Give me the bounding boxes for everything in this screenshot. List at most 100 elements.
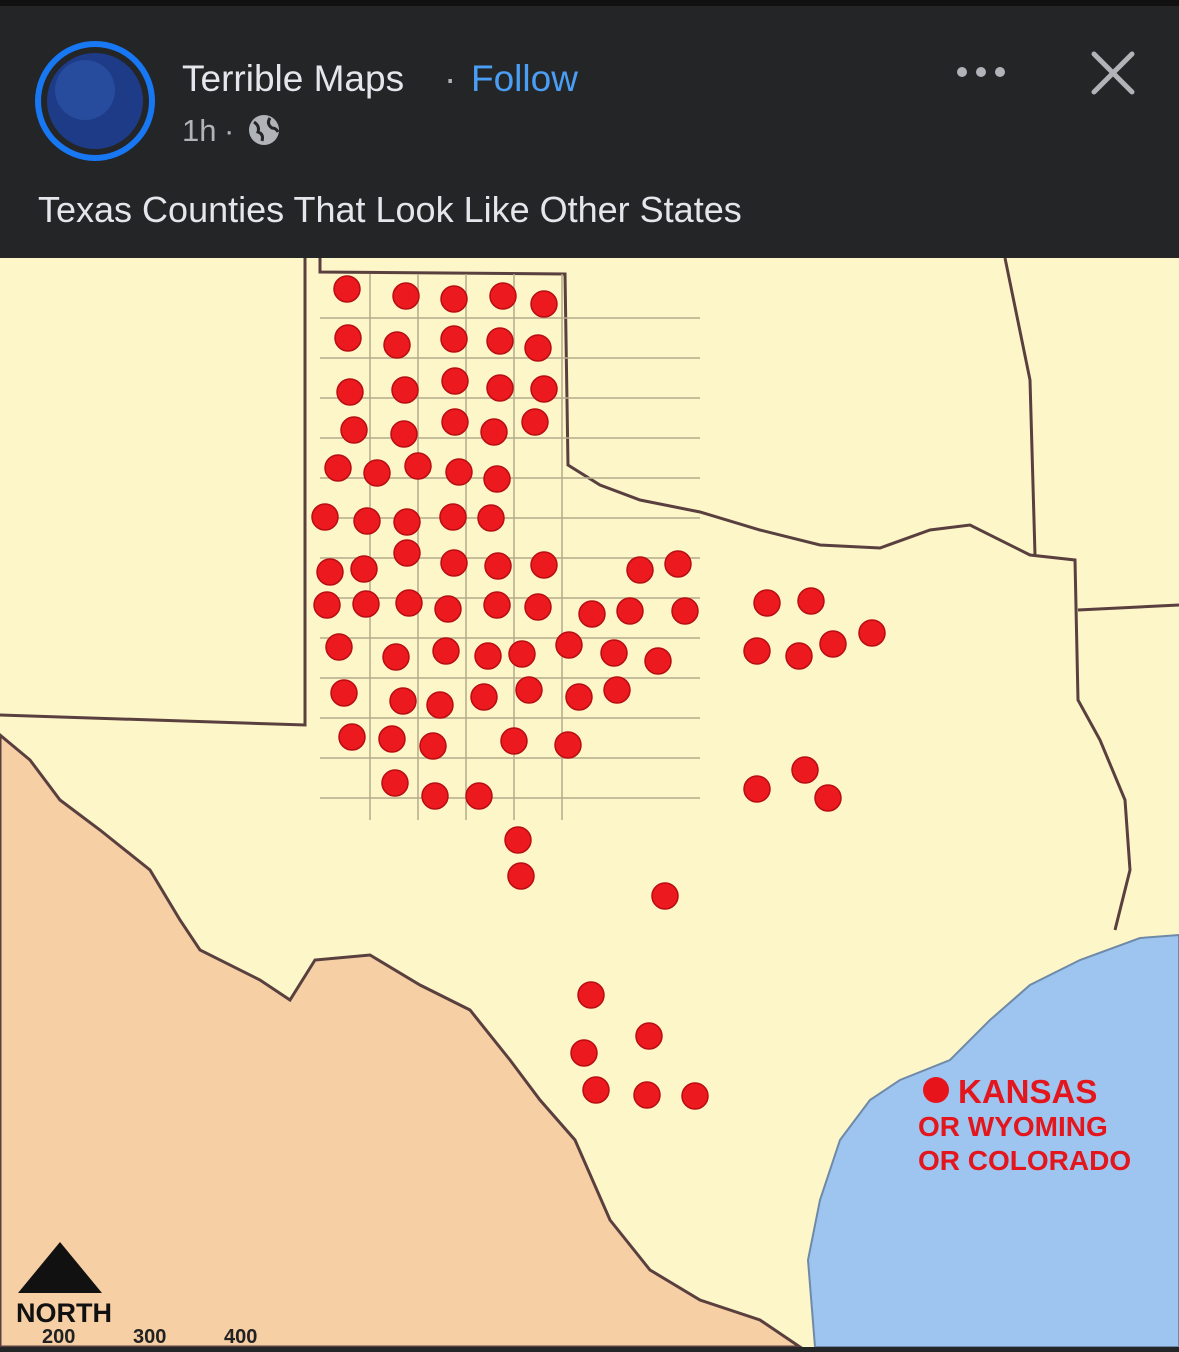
- map-marker: [671, 597, 699, 625]
- map-marker: [515, 676, 543, 704]
- post-caption: Texas Counties That Look Like Other Stat…: [38, 189, 742, 230]
- header-bg: [0, 0, 1179, 258]
- map-marker: [419, 732, 447, 760]
- map-marker: [336, 378, 364, 406]
- map-marker: [524, 593, 552, 621]
- map-marker: [530, 290, 558, 318]
- legend-line: OR COLORADO: [918, 1145, 1131, 1176]
- map-marker: [508, 640, 536, 668]
- map-marker: [389, 687, 417, 715]
- map-marker: [393, 508, 421, 536]
- map-marker: [333, 275, 361, 303]
- map-marker: [338, 723, 366, 751]
- map-marker: [554, 731, 582, 759]
- map-marker: [524, 334, 552, 362]
- map-marker: [565, 683, 593, 711]
- scale-label: 200: [42, 1326, 75, 1347]
- map-marker: [313, 591, 341, 619]
- globe-icon: [249, 115, 280, 145]
- map-marker: [353, 507, 381, 535]
- map-marker: [325, 633, 353, 661]
- map-marker: [507, 862, 535, 890]
- map-marker: [616, 597, 644, 625]
- legend-dot: [923, 1077, 949, 1103]
- map-marker: [753, 589, 781, 617]
- map-marker: [441, 408, 469, 436]
- map-marker: [311, 503, 339, 531]
- map-marker: [440, 549, 468, 577]
- map-marker: [486, 327, 514, 355]
- map-marker: [404, 452, 432, 480]
- map-marker: [340, 416, 368, 444]
- map-image: [0, 257, 1179, 1349]
- map-marker: [445, 458, 473, 486]
- map-marker: [439, 503, 467, 531]
- map-marker: [644, 647, 672, 675]
- map-marker: [500, 727, 528, 755]
- map-marker: [504, 826, 532, 854]
- map-marker: [577, 981, 605, 1009]
- time-separator: ·: [224, 113, 234, 148]
- map-marker: [432, 637, 460, 665]
- map-marker: [521, 408, 549, 436]
- map-marker: [330, 679, 358, 707]
- follow-button[interactable]: Follow: [471, 58, 578, 99]
- more-options[interactable]: [957, 67, 1005, 77]
- map-marker: [470, 683, 498, 711]
- map-marker: [651, 882, 679, 910]
- map-marker: [633, 1081, 661, 1109]
- map-marker: [334, 324, 362, 352]
- map-marker: [743, 775, 771, 803]
- map-marker: [791, 756, 819, 784]
- map-marker: [378, 725, 406, 753]
- map-marker: [390, 420, 418, 448]
- map-marker: [858, 619, 886, 647]
- close-button[interactable]: [1091, 51, 1135, 95]
- map-marker: [383, 331, 411, 359]
- map-marker: [743, 637, 771, 665]
- legend-title: KANSAS: [958, 1073, 1097, 1110]
- map-marker: [395, 589, 423, 617]
- map-marker: [819, 630, 847, 658]
- map-marker: [441, 367, 469, 395]
- map-marker: [785, 642, 813, 670]
- map-marker: [483, 465, 511, 493]
- map-marker: [681, 1082, 709, 1110]
- map-marker: [440, 325, 468, 353]
- map-marker: [582, 1076, 610, 1104]
- map-marker: [316, 558, 344, 586]
- map-marker: [600, 639, 628, 667]
- map-marker: [465, 782, 493, 810]
- map-marker: [381, 769, 409, 797]
- map-marker: [474, 642, 502, 670]
- map-marker: [382, 643, 410, 671]
- map-marker: [421, 782, 449, 810]
- avatar[interactable]: [35, 41, 155, 161]
- map-marker: [363, 459, 391, 487]
- map-marker: [440, 285, 468, 313]
- legend-line: OR WYOMING: [918, 1111, 1108, 1142]
- map-marker: [426, 691, 454, 719]
- map-marker: [814, 784, 842, 812]
- map-marker: [484, 552, 512, 580]
- scale-label: 400: [224, 1326, 257, 1347]
- compass-arrow: [18, 1242, 102, 1293]
- map-marker: [626, 556, 654, 584]
- map-marker: [483, 591, 511, 619]
- map-marker: [578, 600, 606, 628]
- map-marker: [391, 376, 419, 404]
- map-marker: [530, 375, 558, 403]
- map-marker: [392, 282, 420, 310]
- author-name[interactable]: Terrible Maps: [182, 58, 404, 99]
- map-marker: [797, 587, 825, 615]
- map-marker: [350, 555, 378, 583]
- compass-label: NORTH: [16, 1298, 112, 1328]
- map-marker: [434, 595, 462, 623]
- map-marker: [635, 1022, 663, 1050]
- map-marker: [664, 550, 692, 578]
- map-marker: [530, 551, 558, 579]
- map-marker: [352, 590, 380, 618]
- map-marker: [393, 539, 421, 567]
- map-marker: [489, 282, 517, 310]
